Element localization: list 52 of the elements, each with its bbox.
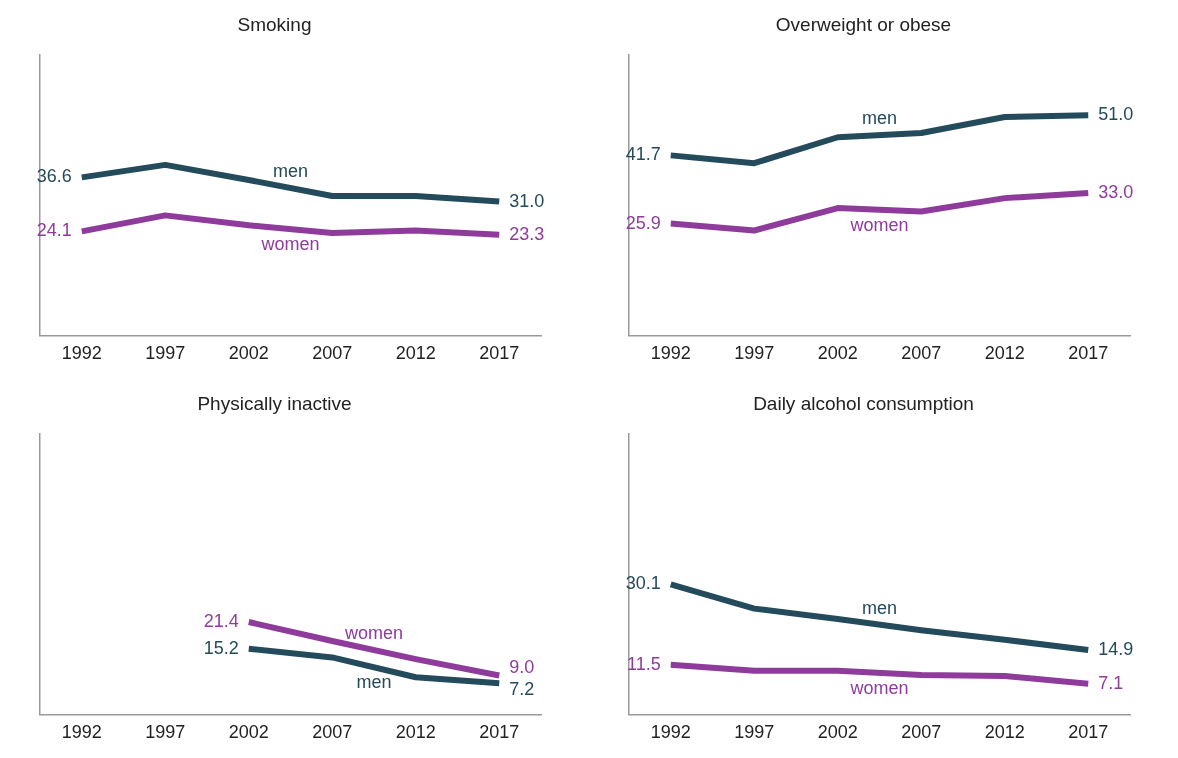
series-label: women (849, 677, 909, 698)
x-tick-label: 1997 (734, 343, 775, 364)
series-label: men (861, 108, 898, 129)
data-label: 15.2 (203, 637, 239, 658)
data-label: 33.0 (1098, 181, 1134, 202)
x-tick-label: 1992 (61, 343, 102, 364)
x-tick-label: 2012 (395, 343, 436, 364)
x-tick-label: 2012 (984, 722, 1025, 743)
x-tick-label: 2002 (817, 722, 858, 743)
data-label: 31.0 (509, 190, 545, 211)
x-tick-label: 2017 (1068, 343, 1109, 364)
data-label: 24.1 (36, 220, 72, 241)
x-tick-label: 1992 (650, 722, 691, 743)
series-label: men (272, 160, 309, 181)
data-label: 51.0 (1098, 104, 1134, 125)
data-label: 7.1 (1098, 672, 1124, 693)
data-label: 11.5 (627, 653, 661, 674)
series-label: women (849, 214, 909, 235)
chart-title: Physically inactive (197, 392, 352, 414)
x-tick-label: 1997 (734, 722, 775, 743)
x-tick-label: 2002 (228, 343, 269, 364)
x-tick-label: 2017 (479, 343, 520, 364)
chart-title: Overweight or obese (775, 13, 952, 35)
x-tick-label: 2007 (901, 343, 942, 364)
x-tick-label: 2007 (312, 722, 353, 743)
data-label: 25.9 (625, 212, 661, 233)
series-label: women (343, 623, 404, 644)
x-tick-label: 1992 (61, 722, 102, 743)
x-tick-label: 2017 (1068, 722, 1109, 743)
x-tick-label: 2002 (228, 722, 269, 743)
chart-title: Daily alcohol consumption (753, 392, 974, 414)
data-label: 14.9 (1098, 639, 1134, 660)
data-label: 41.7 (625, 144, 661, 165)
x-tick-label: 2017 (479, 722, 520, 743)
x-tick-label: 1997 (145, 343, 186, 364)
data-label: 7.2 (509, 679, 535, 700)
x-tick-label: 1997 (145, 722, 186, 743)
x-tick-label: 2007 (901, 722, 942, 743)
x-tick-label: 2007 (312, 343, 353, 364)
chart-title: Smoking (237, 13, 312, 35)
x-tick-label: 2002 (817, 343, 858, 364)
series-label: men (861, 597, 898, 618)
data-label: 23.3 (509, 223, 545, 244)
data-label: 30.1 (625, 573, 661, 594)
x-tick-label: 2012 (395, 722, 436, 743)
data-label: 9.0 (509, 657, 535, 678)
x-tick-label: 2012 (984, 343, 1025, 364)
data-label: 36.6 (36, 166, 72, 187)
x-tick-label: 1992 (650, 343, 691, 364)
data-label: 21.4 (203, 610, 239, 631)
series-label: women (260, 234, 320, 255)
series-label: men (356, 672, 392, 693)
